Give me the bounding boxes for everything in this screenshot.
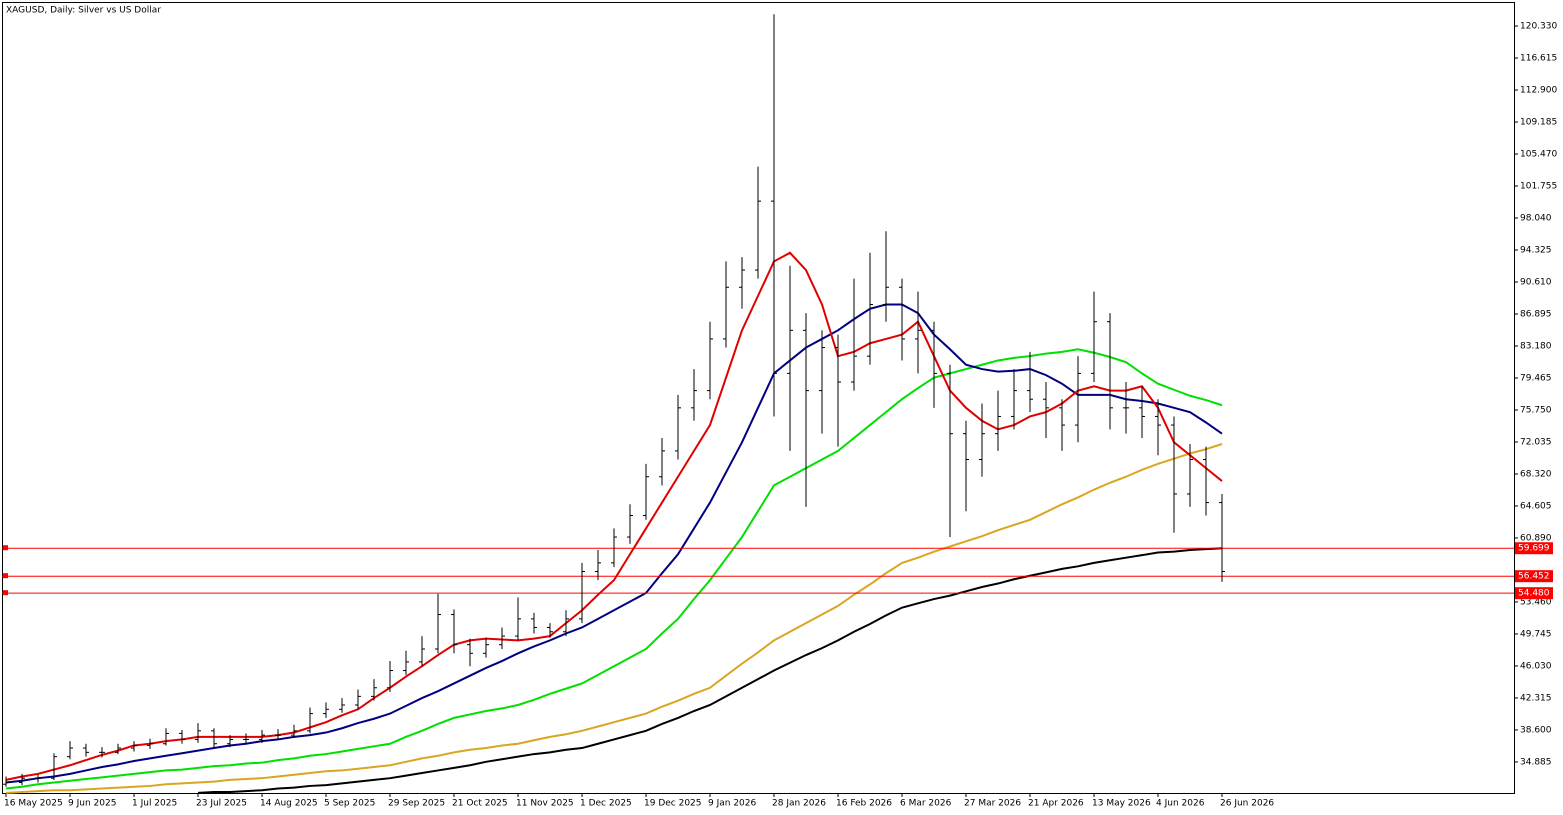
y-tick-label: 64.605	[1520, 501, 1552, 511]
price-label-box	[1515, 570, 1553, 583]
y-tick-label: 116.615	[1520, 54, 1557, 64]
x-tick-label: 1 Dec 2025	[580, 799, 632, 809]
moving-average-line	[5, 348, 1223, 790]
x-tick-label: 19 Dec 2025	[644, 799, 702, 809]
x-tick-label: 27 Mar 2026	[964, 799, 1021, 809]
y-tick-label: 98.040	[1520, 214, 1552, 224]
y-tick-label: 53.460	[1520, 597, 1552, 607]
price-label: 54.480	[1518, 589, 1550, 599]
x-tick-label: 16 Feb 2026	[836, 799, 892, 809]
x-tick-label: 1 Jul 2025	[132, 799, 177, 809]
x-tick-label: 13 May 2026	[1092, 799, 1151, 809]
line-anchor	[3, 590, 8, 596]
y-tick-label: 72.035	[1520, 437, 1552, 447]
x-tick-label: 21 Oct 2025	[452, 799, 508, 809]
y-tick-label: 94.325	[1520, 246, 1552, 256]
price-label-box	[1515, 587, 1553, 600]
x-tick-label: 26 Jun 2026	[1220, 799, 1274, 809]
x-tick-label: 5 Sep 2025	[324, 799, 375, 809]
y-tick-label: 105.470	[1520, 150, 1557, 160]
x-tick-label: 11 Nov 2025	[516, 799, 574, 809]
y-tick-label: 79.465	[1520, 373, 1552, 383]
y-tick-label: 101.755	[1520, 182, 1557, 192]
y-tick-label: 90.610	[1520, 278, 1552, 288]
y-tick-label: 38.600	[1520, 725, 1552, 735]
x-tick-label: 21 Apr 2026	[1028, 799, 1084, 809]
y-tick-label: 68.320	[1520, 469, 1552, 479]
y-tick-label: 112.900	[1520, 86, 1557, 96]
plot-frame	[2, 2, 1515, 794]
x-tick-label: 4 Jun 2026	[1156, 799, 1205, 809]
y-tick-label: 46.030	[1520, 661, 1552, 671]
x-tick-label: 6 Mar 2026	[900, 799, 952, 809]
y-tick-label: 75.750	[1520, 405, 1552, 415]
y-tick-label: 83.180	[1520, 341, 1552, 351]
moving-average-line	[5, 443, 1223, 794]
x-tick-label: 28 Jan 2026	[772, 799, 826, 809]
moving-average-line	[5, 251, 1223, 781]
price-label: 59.699	[1518, 544, 1550, 554]
moving-average-line	[5, 303, 1223, 784]
x-tick-label: 9 Jan 2026	[708, 799, 756, 809]
x-tick-label: 16 May 2025	[4, 799, 63, 809]
price-label-box	[1515, 542, 1553, 555]
y-tick-label: 109.185	[1520, 118, 1557, 128]
y-tick-label: 34.885	[1520, 757, 1552, 767]
x-tick-label: 29 Sep 2025	[388, 799, 445, 809]
y-tick-label: 42.315	[1520, 693, 1552, 703]
price-label: 56.452	[1518, 572, 1550, 582]
chart-title: XAGUSD, Daily: Silver vs US Dollar	[6, 6, 161, 16]
x-tick-label: 14 Aug 2025	[260, 799, 318, 809]
y-tick-label: 49.745	[1520, 629, 1552, 639]
line-anchor	[3, 573, 8, 579]
moving-average-line	[197, 547, 1223, 794]
x-tick-label: 23 Jul 2025	[196, 799, 247, 809]
line-anchor	[3, 545, 8, 551]
x-tick-label: 9 Jun 2025	[68, 799, 116, 809]
y-tick-label: 86.895	[1520, 309, 1552, 319]
y-tick-label: 120.330	[1520, 22, 1557, 32]
y-tick-label: 60.890	[1520, 533, 1552, 543]
